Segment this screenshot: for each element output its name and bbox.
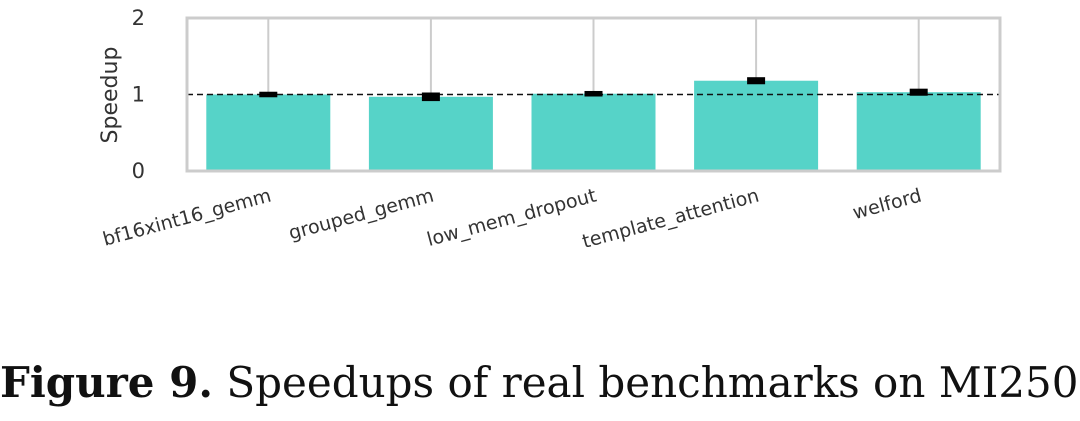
error-bars (259, 77, 928, 102)
figure-caption: Figure 9. Speedups of real benchmarks on… (0, 358, 1080, 407)
caption-text: Speedups of real benchmarks on MI250. (213, 358, 1080, 407)
y-tick-label: 0 (132, 159, 145, 183)
error-bar (747, 77, 766, 85)
y-tick-labels: 0 1 2 (132, 6, 145, 183)
bars (206, 80, 981, 171)
y-axis-title: Speedup (98, 47, 123, 144)
y-tick-label: 1 (132, 83, 145, 107)
x-tick-label: low_mem_dropout (425, 185, 599, 251)
x-tick-label: template_attention (580, 185, 761, 253)
error-bar (909, 88, 928, 96)
x-tick-label: bf16xint16_gemm (100, 185, 273, 251)
caption-label: Figure 9. (0, 358, 213, 407)
bar (531, 93, 656, 171)
bar (856, 92, 981, 171)
x-tick-label: grouped_gemm (286, 185, 436, 245)
x-tick-labels: bf16xint16_gemm grouped_gemmlow_mem_dropo… (100, 185, 924, 253)
bar (206, 94, 331, 171)
chart: 0 1 2 bf16xint16_gemm grouped_gemmlow_mem_d… (98, 6, 1002, 253)
x-tick-label: welford (850, 185, 924, 224)
error-bar (259, 91, 278, 98)
error-bar (421, 92, 440, 102)
plot-frame (185, 16, 1002, 173)
bar (694, 80, 819, 171)
bar (368, 96, 493, 171)
y-tick-label: 2 (132, 6, 145, 30)
error-bar (584, 90, 603, 97)
